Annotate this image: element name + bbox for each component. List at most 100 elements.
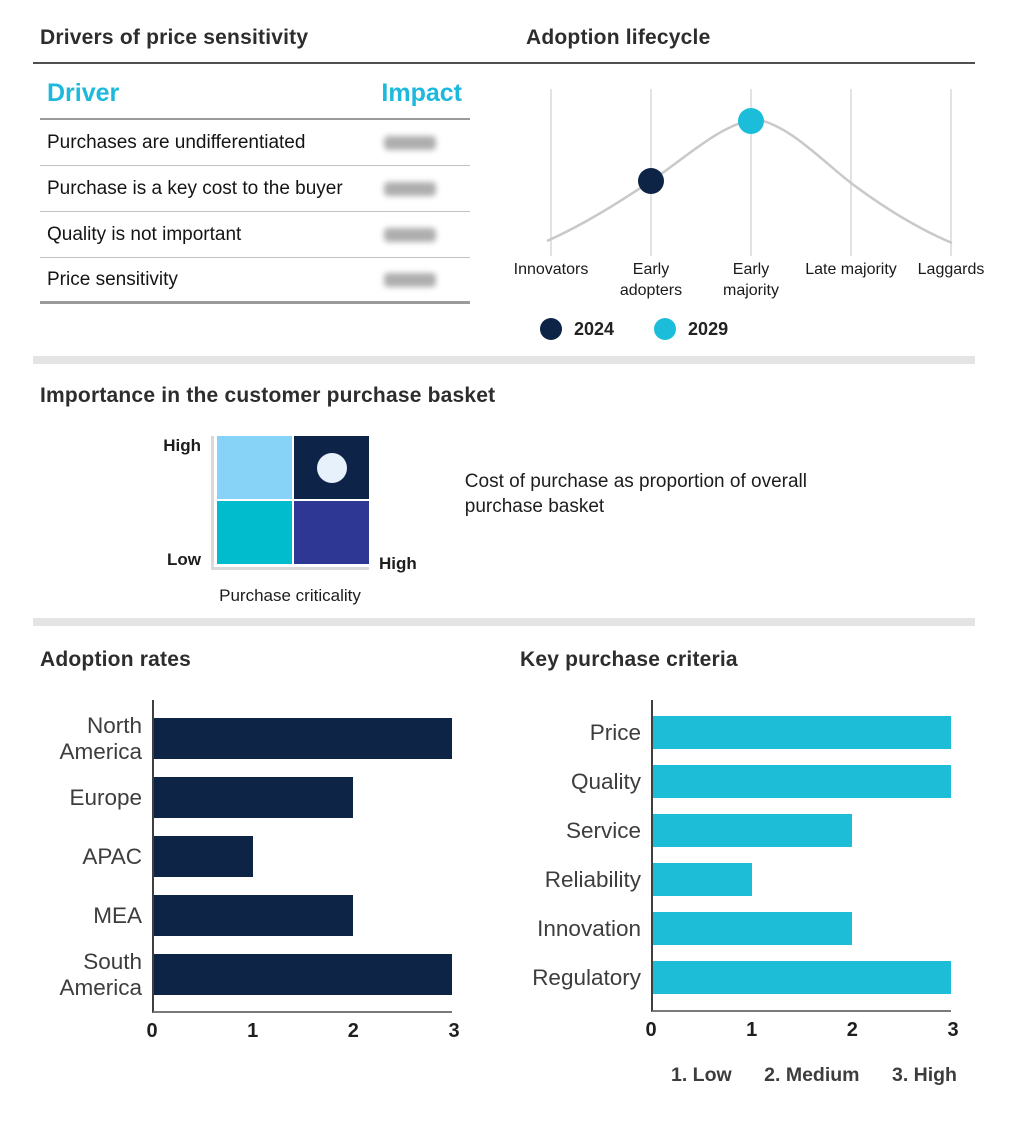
bar [154,954,452,995]
bar-row [653,708,951,757]
bar-row [154,886,452,945]
bar [653,863,753,896]
point-2029 [738,108,764,134]
bar-plot [651,700,951,1012]
quadrant-top-left [217,436,292,499]
bar [653,716,951,749]
bar [154,777,353,818]
section-divider [33,618,975,626]
bar-category-label: APAC [82,843,142,869]
matrix-y-axis-labels: High Low [155,436,211,570]
bar [154,718,452,759]
legend-dot-icon [540,318,562,340]
impact-cell [384,135,462,150]
x-axis-tick: 2 [846,1019,858,1041]
bar-category-label: Service [565,817,641,843]
driver-column-header: Driver [47,79,120,107]
bar-row [653,806,951,855]
top-bodies-row: Driver Impact Purchases are undifferenti… [33,64,985,340]
bar-plot [152,700,452,1013]
impact-value-blurred [384,181,436,196]
scale-note: 1. Low [671,1064,732,1086]
bar-row [154,768,452,827]
x-axis-ticks: 0 1 2 3 [645,1012,958,1042]
impact-value-blurred [384,135,436,150]
bar-category-labels: Price Quality Service Reliability Innovation… [520,700,651,1012]
x-axis-ticks: 0 1 2 3 [146,1013,459,1043]
lifecycle-plot [546,89,953,256]
legend-label: 2029 [688,318,729,339]
legend-dot-icon [654,318,677,340]
bell-curve [546,117,953,245]
top-titles-row: Drivers of price sensitivity Adoption li… [33,26,975,64]
table-row: Purchases are undifferentiated [40,120,470,166]
x-high-label: High [379,554,417,573]
adoption-rates-chart: North America Europe APAC MEA South America … [40,700,460,1043]
bar-category-label: Reliability [544,866,641,892]
impact-value-blurred [384,227,436,242]
lifecycle-chart: Innovators Early adopters Early majority La… [514,64,985,340]
adoption-rates-title: Adoption rates [40,648,191,671]
drivers-table-header: Driver Impact [40,64,470,120]
stage-label: Late majority [805,261,897,278]
drivers-table-body: Purchases are undifferentiated Purchase i… [40,120,470,304]
lifecycle-legend: 2024 2029 [540,318,975,340]
report-page: Drivers of price sensitivity Adoption li… [33,0,985,1087]
bar-category-label: Regulatory [532,964,641,990]
drivers-table: Driver Impact Purchases are undifferenti… [40,64,470,304]
y-high-label: High [163,436,201,455]
table-row: Quality is not important [40,212,470,258]
bar-plot-area: Price Quality Service Reliability Innovation… [520,700,957,1012]
stage-label: Early adopters [619,261,683,299]
y-low-label: Low [167,550,201,569]
drivers-table-title: Drivers of price sensitivity [40,26,309,49]
bar-category-label: North America [59,713,142,764]
point-2024 [638,168,664,194]
bar-category-label: MEA [93,902,142,928]
bar-row [653,757,951,806]
stage-label: Innovators [513,261,589,278]
x-axis-tick: 0 [645,1019,657,1041]
matrix-plot [211,436,369,570]
impact-column-header: Impact [381,79,462,107]
key-purchase-criteria-title: Key purchase criteria [520,648,738,671]
bar-row [154,945,452,1004]
impact-cell [384,227,462,242]
driver-cell: Price sensitivity [47,268,178,290]
impact-cell [384,272,462,287]
impact-cell [384,181,462,196]
bar-category-labels: North America Europe APAC MEA South America [40,700,152,1013]
stage-label: Laggards [917,261,985,278]
bar-category-label: Europe [69,784,142,810]
x-axis-tick: 2 [347,1020,359,1042]
bar-category-label: South America [59,949,142,1000]
x-axis-tick: 3 [448,1020,460,1042]
bar-category-label: Price [589,719,641,745]
adoption-rates-block: Adoption rates North America Europe APAC ME… [40,648,460,1087]
bar-row [653,904,951,953]
bar [154,836,254,877]
x-axis-tick: 1 [746,1019,758,1041]
basket-annotation: Cost of purchase as proportion of overal… [464,471,807,518]
matrix-quadrants [217,436,369,564]
bar [154,895,353,936]
x-axis-tick: 1 [247,1020,259,1042]
bar-plot-area: North America Europe APAC MEA South America [40,700,452,1013]
bar [653,912,852,945]
bar [653,814,852,847]
quadrant-bottom-left [217,501,292,564]
quadrant-top-right [294,436,369,499]
bar-row [154,709,452,768]
bottom-charts-row: Adoption rates North America Europe APAC ME… [33,648,975,1087]
scale-legend: 1. Low 2. Medium 3. High [651,1064,957,1087]
section-divider [33,356,975,364]
lifecycle-stage-labels: Innovators Early adopters Early majority La… [514,260,985,306]
position-marker-dot [316,452,347,483]
stage-label: Early majority [722,261,779,299]
driver-cell: Quality is not important [47,223,242,245]
impact-value-blurred [384,272,436,287]
scale-note: 2. Medium [764,1064,860,1086]
lifecycle-title: Adoption lifecycle [526,26,711,49]
bar-category-label: Quality [570,768,641,794]
driver-cell: Purchases are undifferentiated [47,131,306,153]
